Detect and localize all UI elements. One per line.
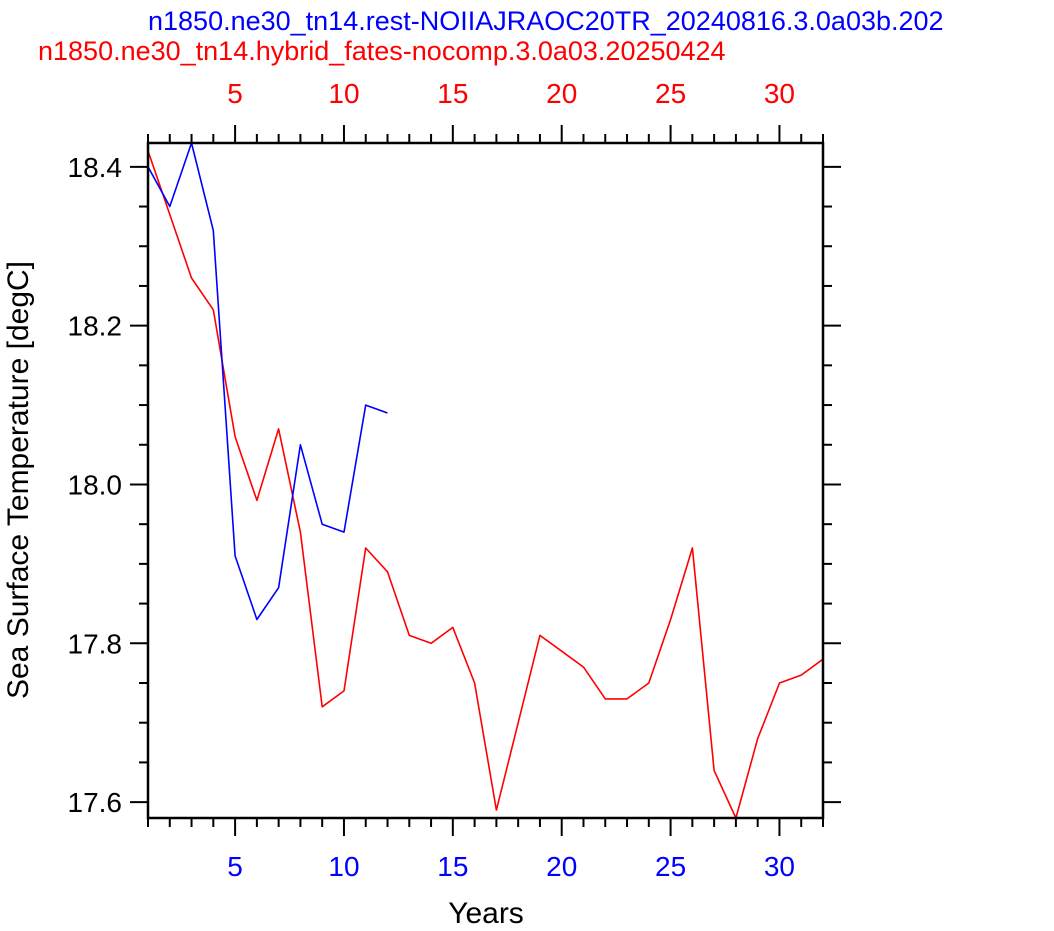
x-tick-label-top: 30 — [764, 78, 795, 109]
x-tick-label-top: 10 — [328, 78, 359, 109]
x-tick-label-bottom: 30 — [764, 851, 795, 882]
x-tick-label-top: 5 — [227, 78, 243, 109]
x-tick-label-bottom: 5 — [227, 851, 243, 882]
x-tick-label-bottom: 10 — [328, 851, 359, 882]
x-tick-label-bottom: 25 — [655, 851, 686, 882]
series-line-red — [147, 150, 824, 819]
series-line-blue — [147, 142, 388, 621]
x-axis-label: Years — [448, 897, 524, 930]
x-tick-label-bottom: 15 — [437, 851, 468, 882]
y-axis-label: Sea Surface Temperature [degC] — [2, 261, 35, 699]
chart-title-red: n1850.ne30_tn14.hybrid_fates-nocomp.3.0a… — [38, 36, 726, 66]
tick-layer — [130, 125, 841, 836]
y-tick-label: 17.6 — [68, 787, 123, 818]
label-layer: 5 10 15 20 25 30 5 10 15 20 25 30 17.6 17.8 18.0 18.2 18… — [68, 78, 796, 882]
x-tick-label-top: 25 — [655, 78, 686, 109]
x-tick-label-top: 15 — [437, 78, 468, 109]
chart-title-blue: n1850.ne30_tn14.rest-NOIIAJRAOC20TR_2024… — [148, 6, 944, 36]
y-tick-label: 17.8 — [68, 628, 123, 659]
y-tick-label: 18.2 — [68, 311, 123, 342]
x-tick-label-bottom: 20 — [546, 851, 577, 882]
plot-frame — [146, 141, 825, 820]
y-tick-label: 18.0 — [68, 469, 123, 500]
y-tick-label: 18.4 — [68, 152, 123, 183]
x-tick-label-top: 20 — [546, 78, 577, 109]
series-layer — [147, 142, 824, 819]
